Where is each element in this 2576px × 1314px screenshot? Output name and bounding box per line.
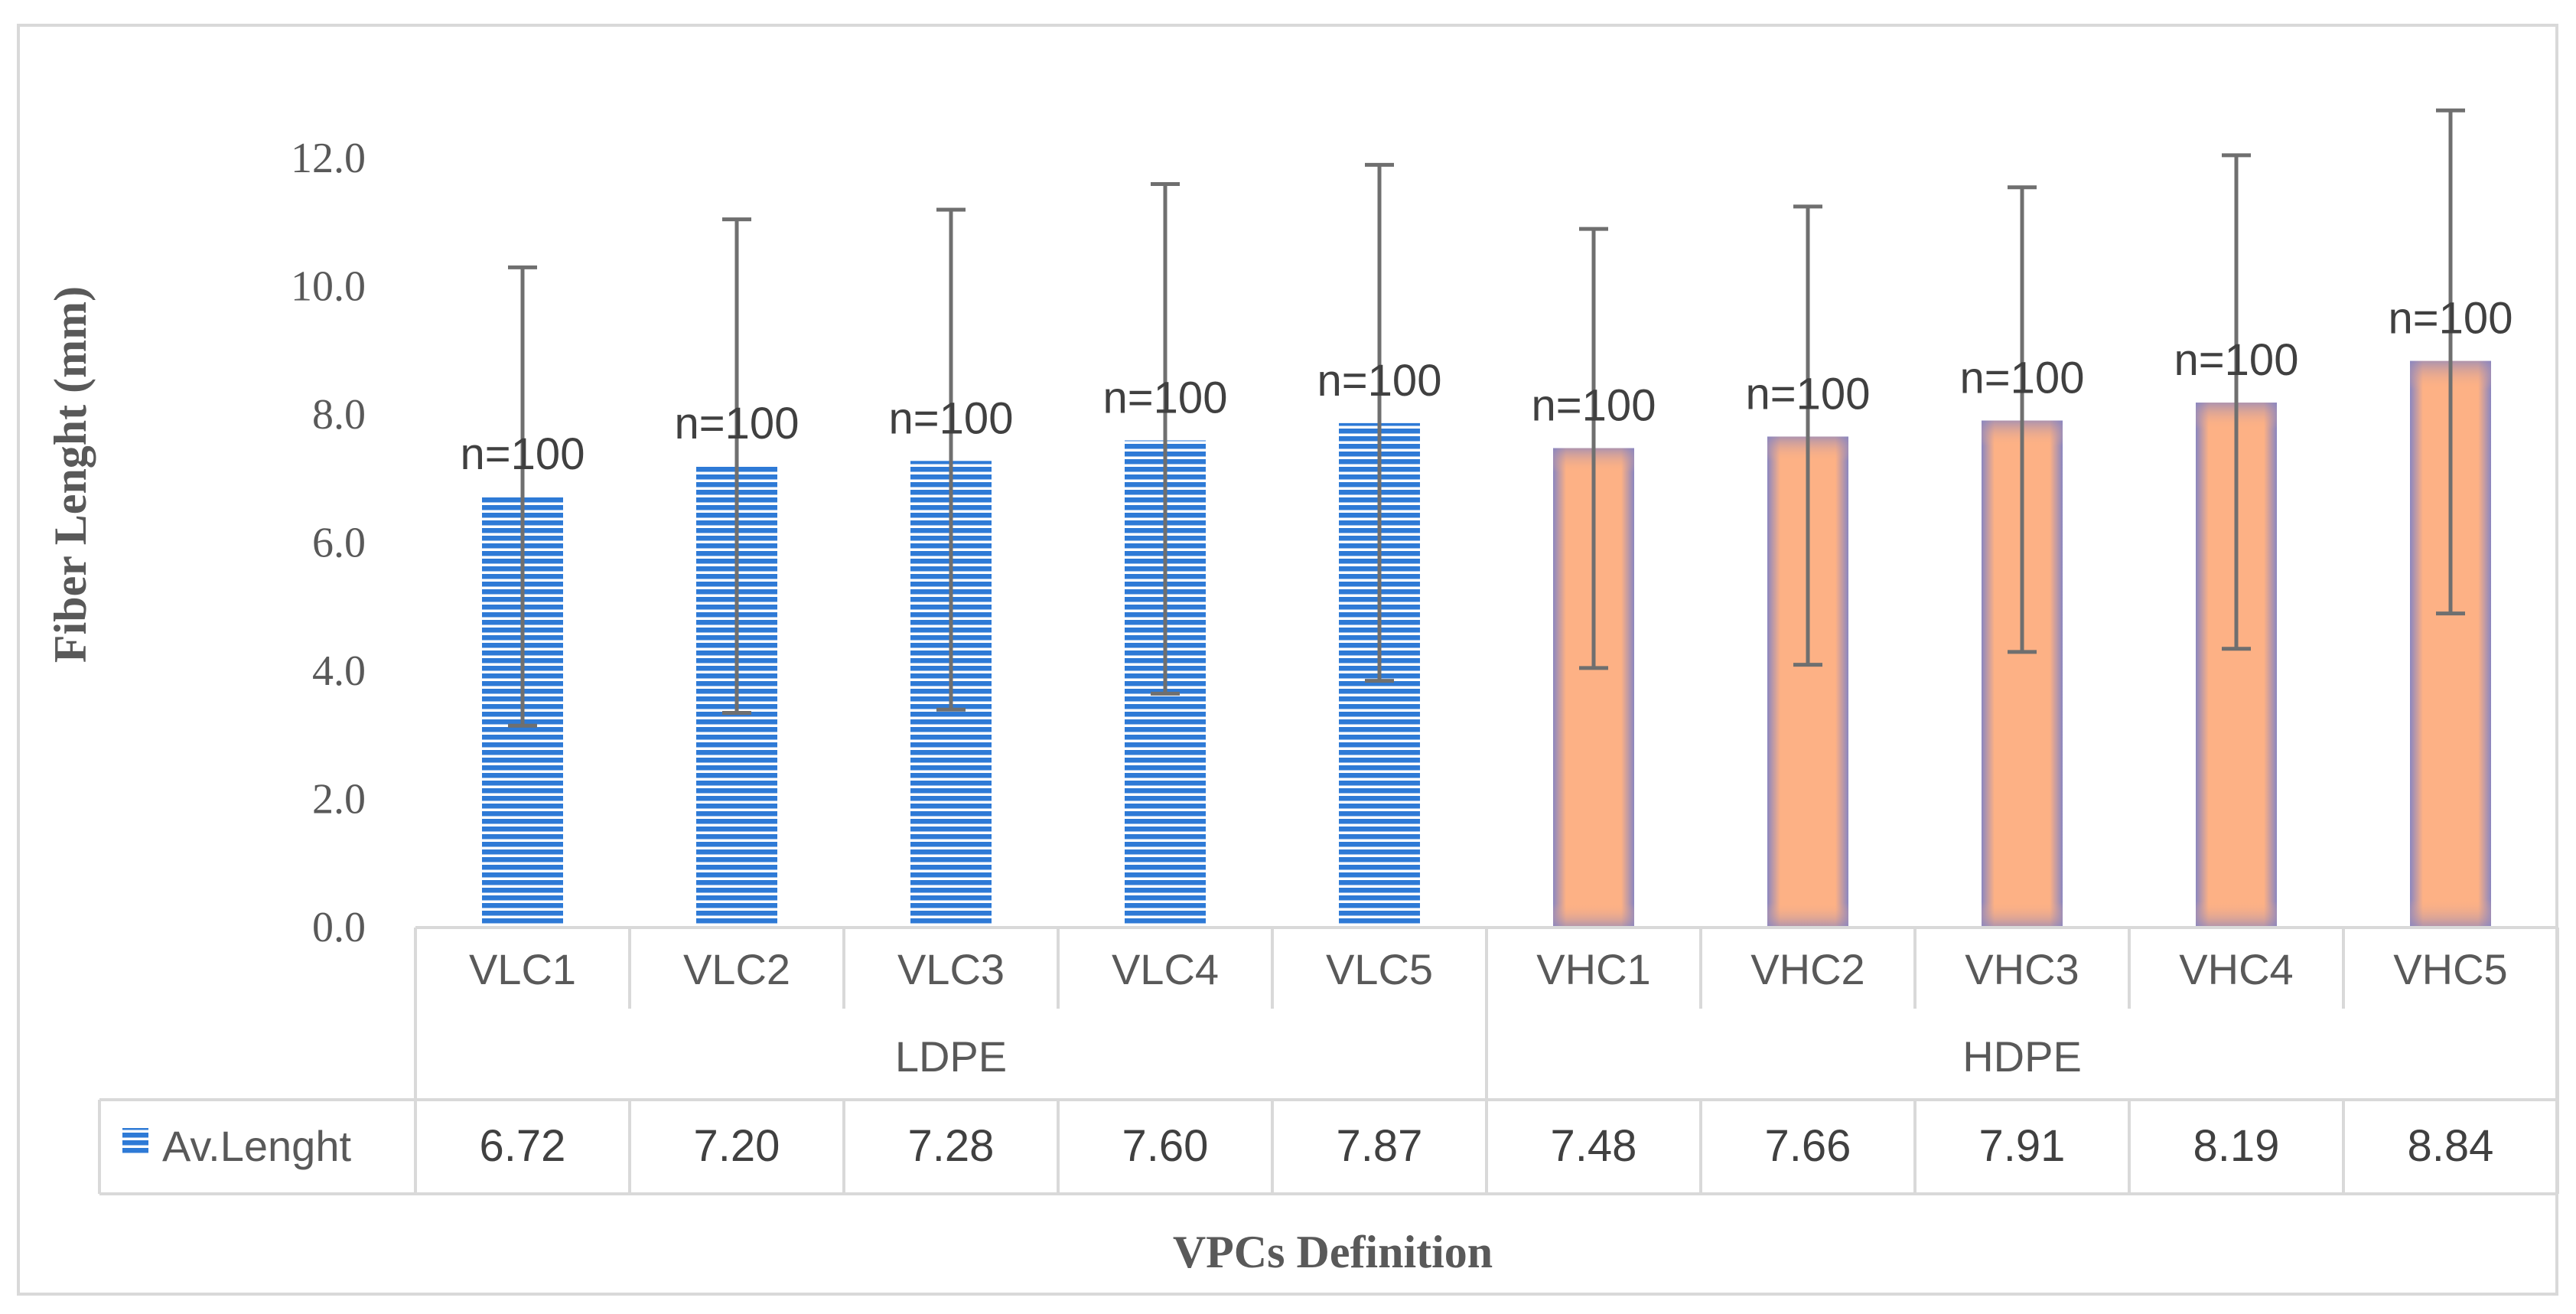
data-annotation: n=100 — [1317, 356, 1442, 406]
data-annotation: n=100 — [1532, 381, 1656, 431]
table-value: 7.20 — [694, 1121, 780, 1171]
y-tick-label: 0.0 — [312, 904, 366, 951]
y-axis-title: Fiber Lenght (mm) — [45, 286, 96, 663]
x-tick-label: VHC1 — [1536, 945, 1650, 993]
y-tick-label: 10.0 — [291, 263, 366, 311]
x-tick-label: VHC5 — [2393, 945, 2507, 993]
x-tick-label: VHC3 — [1965, 945, 2079, 993]
y-axis: 0.0 2.0 4.0 6.0 8.0 10.0 12.0 — [291, 135, 366, 951]
data-annotation: n=100 — [2174, 335, 2299, 385]
table-value: 8.84 — [2408, 1121, 2494, 1171]
data-annotation: n=100 — [1960, 354, 2085, 403]
x-tick-label: VLC3 — [897, 945, 1005, 993]
legend-series-name: Av.Lenght — [162, 1122, 351, 1170]
table-value: 7.60 — [1122, 1121, 1209, 1171]
y-tick-label: 12.0 — [291, 135, 366, 182]
y-tick-label: 8.0 — [312, 391, 366, 439]
data-annotation: n=100 — [461, 429, 585, 479]
data-table: VLC1 VLC2 VLC3 VLC4 VLC5 VHC1 VHC2 VHC3 VHC4 VHC5… — [98, 926, 2559, 1195]
group-label: LDPE — [895, 1032, 1007, 1081]
x-tick-label: VLC1 — [469, 945, 576, 993]
data-annotation: n=100 — [889, 393, 1014, 443]
x-tick-label: VLC5 — [1326, 945, 1433, 993]
data-annotation: n=100 — [2389, 294, 2513, 344]
table-value: 7.28 — [908, 1121, 995, 1171]
error-bars — [508, 108, 2465, 728]
table-value: 6.72 — [480, 1121, 566, 1171]
table-value: 7.87 — [1337, 1121, 1423, 1171]
x-tick-label: VHC4 — [2179, 945, 2293, 993]
x-tick-label: VLC4 — [1112, 945, 1219, 993]
group-label: HDPE — [1962, 1032, 2082, 1081]
data-annotation: n=100 — [1103, 373, 1228, 423]
table-value: 7.91 — [1979, 1121, 2066, 1171]
table-value: 8.19 — [2193, 1121, 2280, 1171]
chart-border — [17, 24, 2558, 1296]
x-tick-label: VLC2 — [683, 945, 790, 993]
data-annotation: n=100 — [1746, 369, 1871, 419]
annotations: n=100 n=100 n=100 n=100 n=100 n=100 n=100 n=100… — [461, 294, 2513, 480]
data-annotation: n=100 — [675, 399, 800, 448]
y-tick-label: 2.0 — [312, 776, 366, 823]
y-tick-label: 4.0 — [312, 647, 366, 695]
bars — [482, 360, 2491, 928]
x-tick-label: VHC2 — [1750, 945, 1864, 993]
table-value: 7.48 — [1551, 1121, 1637, 1171]
x-axis-title: VPCs Definition — [1173, 1227, 1493, 1277]
legend-key — [122, 1128, 148, 1154]
table-value: 7.66 — [1765, 1121, 1851, 1171]
y-tick-label: 6.0 — [312, 520, 366, 567]
